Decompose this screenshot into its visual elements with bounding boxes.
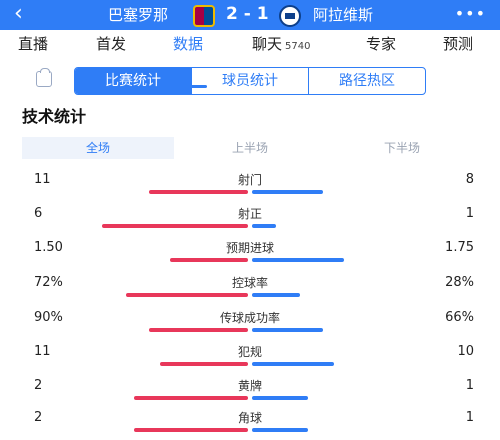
away-stat-value: 66% xyxy=(445,310,474,325)
away-stat-bar xyxy=(252,293,300,297)
section-title: 技术统计 xyxy=(22,107,87,126)
chat-count: 5740 xyxy=(285,41,311,52)
match-score: 2 - 1 xyxy=(226,4,269,24)
alaves-crest-icon xyxy=(279,5,301,27)
tab-lineup[interactable]: 首发 xyxy=(96,35,127,53)
match-tabs: 直播 首发 数据 聊天 5740 专家 预测 xyxy=(0,30,500,88)
tab-experts[interactable]: 专家 xyxy=(366,35,397,53)
back-arrow-icon[interactable]: ‹ xyxy=(14,1,23,26)
away-stat-bar xyxy=(252,190,323,194)
tab-live[interactable]: 直播 xyxy=(18,35,49,53)
home-stat-value: 11 xyxy=(34,172,51,187)
home-stat-bar xyxy=(160,362,248,366)
period-second-half[interactable]: 下半场 xyxy=(383,141,420,155)
stat-row: 90% 传球成功率 66% xyxy=(0,310,500,336)
away-stat-bar xyxy=(252,328,323,332)
away-team-name: 阿拉维斯 xyxy=(313,6,374,24)
stat-row: 11 犯规 10 xyxy=(0,344,500,370)
subtab-player-stats[interactable]: 球员统计 xyxy=(191,68,308,94)
stat-name: 传球成功率 xyxy=(219,311,280,325)
home-team-name: 巴塞罗那 xyxy=(108,6,169,24)
stat-row: 2 角球 1 xyxy=(0,410,500,436)
home-stat-value: 72% xyxy=(34,275,63,290)
tab-prediction[interactable]: 预测 xyxy=(443,35,474,53)
home-stat-value: 2 xyxy=(34,378,43,393)
home-stat-value: 11 xyxy=(34,344,51,359)
away-stat-bar xyxy=(252,428,308,432)
subtab-match-stats[interactable]: 比赛统计 xyxy=(75,68,191,94)
period-first-half[interactable]: 上半场 xyxy=(231,141,268,155)
stat-row: 11 射门 8 xyxy=(0,172,500,198)
home-stat-value: 90% xyxy=(34,310,63,325)
barcelona-crest-icon xyxy=(193,5,215,27)
away-stat-value: 8 xyxy=(465,172,474,187)
away-stat-bar xyxy=(252,362,334,366)
home-stat-bar xyxy=(134,396,248,400)
stats-segment-control: 比赛统计 球员统计 路径热区 xyxy=(74,67,426,95)
away-stat-value: 1 xyxy=(465,378,474,393)
stat-name: 黄牌 xyxy=(237,379,262,393)
refresh-icon[interactable] xyxy=(36,68,52,87)
stat-row: 2 黄牌 1 xyxy=(0,378,500,404)
away-stat-bar xyxy=(252,224,276,228)
away-stat-value: 10 xyxy=(457,344,474,359)
stat-name: 控球率 xyxy=(231,276,268,290)
stats-subbar: 比赛统计 球员统计 路径热区 xyxy=(0,62,500,100)
tab-chat[interactable]: 聊天 5740 xyxy=(252,34,310,57)
home-stat-bar xyxy=(134,428,248,432)
away-stat-value: 1.75 xyxy=(445,240,474,255)
period-selector: 全场 上半场 下半场 xyxy=(22,137,478,159)
stat-name: 射门 xyxy=(237,173,262,187)
subtab-heatmap[interactable]: 路径热区 xyxy=(308,68,425,94)
home-stat-value: 6 xyxy=(34,206,43,221)
home-stat-bar xyxy=(149,328,248,332)
away-stat-value: 1 xyxy=(465,410,474,425)
stat-name: 犯规 xyxy=(237,345,262,359)
away-stat-value: 28% xyxy=(445,275,474,290)
home-stat-value: 1.50 xyxy=(34,240,63,255)
match-header: ‹ 巴塞罗那 2 - 1 阿拉维斯 ••• xyxy=(0,0,500,30)
home-stat-value: 2 xyxy=(34,410,43,425)
home-stat-bar xyxy=(149,190,248,194)
stat-name: 射正 xyxy=(237,207,262,221)
home-stat-bar xyxy=(102,224,248,228)
away-stat-bar xyxy=(252,258,344,262)
tab-data[interactable]: 数据 xyxy=(173,35,204,53)
home-stat-bar xyxy=(126,293,248,297)
tab-chat-label: 聊天 xyxy=(252,35,283,53)
stat-name: 预期进球 xyxy=(225,241,274,255)
stat-row: 6 射正 1 xyxy=(0,206,500,232)
home-stat-bar xyxy=(170,258,248,262)
away-stat-value: 1 xyxy=(465,206,474,221)
stat-row: 72% 控球率 28% xyxy=(0,275,500,301)
active-tab-indicator xyxy=(187,85,207,88)
stat-name: 角球 xyxy=(237,411,262,425)
period-full[interactable]: 全场 xyxy=(22,137,174,159)
stat-row: 1.50 预期进球 1.75 xyxy=(0,240,500,266)
more-menu-icon[interactable]: ••• xyxy=(454,4,486,23)
away-stat-bar xyxy=(252,396,308,400)
